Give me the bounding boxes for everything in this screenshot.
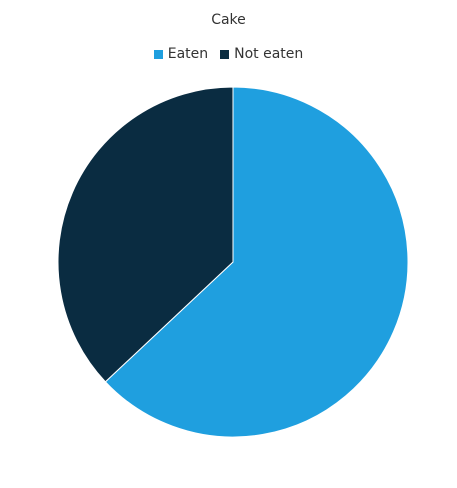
legend-swatch-eaten bbox=[153, 49, 163, 59]
chart-legend: Eaten Not eaten bbox=[0, 46, 457, 62]
chart-title: Cake bbox=[211, 12, 246, 28]
legend-item-eaten[interactable]: Eaten bbox=[153, 46, 209, 62]
legend-label-eaten: Eaten bbox=[167, 46, 209, 62]
legend-label-not-eaten: Not eaten bbox=[234, 46, 304, 62]
pie-slice-eaten[interactable] bbox=[104, 86, 409, 438]
pie-slice-not-eaten[interactable] bbox=[57, 86, 234, 383]
legend-swatch-not-eaten bbox=[220, 49, 230, 59]
pie-slices bbox=[57, 86, 409, 438]
legend-item-not-eaten[interactable]: Not eaten bbox=[220, 46, 303, 62]
